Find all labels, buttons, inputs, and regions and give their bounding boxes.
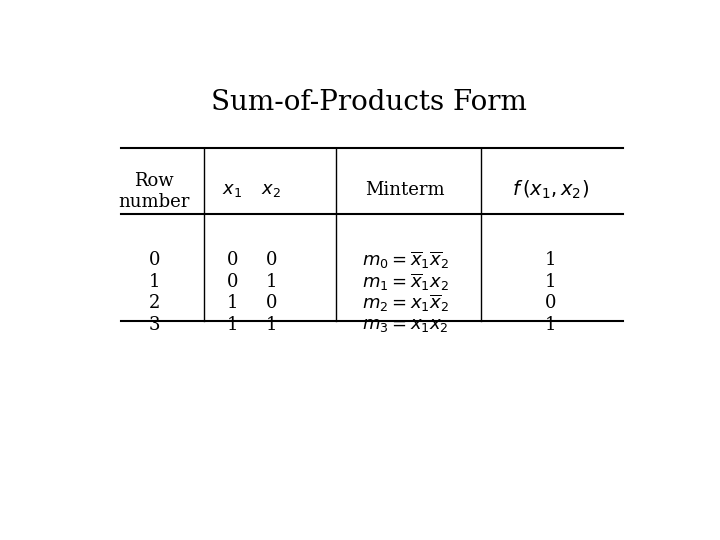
Text: 0: 0 — [227, 251, 238, 269]
Text: 1: 1 — [544, 251, 556, 269]
Text: $m_1 = \overline{x}_1 x_2$: $m_1 = \overline{x}_1 x_2$ — [362, 271, 449, 293]
Text: 1: 1 — [227, 294, 238, 313]
Text: 0: 0 — [148, 251, 160, 269]
Text: 1: 1 — [266, 273, 277, 291]
Text: $x_1$: $x_1$ — [222, 180, 243, 199]
Text: 1: 1 — [148, 273, 160, 291]
Text: 1: 1 — [544, 316, 556, 334]
Text: $m_3 = x_1 x_2$: $m_3 = x_1 x_2$ — [362, 316, 449, 334]
Text: $m_0 = \overline{x}_1\overline{x}_2$: $m_0 = \overline{x}_1\overline{x}_2$ — [361, 249, 449, 271]
Text: 0: 0 — [544, 294, 556, 313]
Text: $f\,(x_1, x_2)$: $f\,(x_1, x_2)$ — [512, 178, 589, 201]
Text: Sum-of-Products Form: Sum-of-Products Form — [211, 89, 527, 116]
Text: 3: 3 — [148, 316, 160, 334]
Text: 0: 0 — [266, 294, 277, 313]
Text: 2: 2 — [148, 294, 160, 313]
Text: Minterm: Minterm — [366, 180, 445, 199]
Text: $x_2$: $x_2$ — [261, 180, 282, 199]
Text: 1: 1 — [266, 316, 277, 334]
Text: 0: 0 — [266, 251, 277, 269]
Text: 1: 1 — [544, 273, 556, 291]
Text: 0: 0 — [227, 273, 238, 291]
Text: 1: 1 — [227, 316, 238, 334]
Text: Row
number: Row number — [119, 172, 190, 211]
Text: $m_2 = x_1\overline{x}_2$: $m_2 = x_1\overline{x}_2$ — [362, 293, 449, 314]
